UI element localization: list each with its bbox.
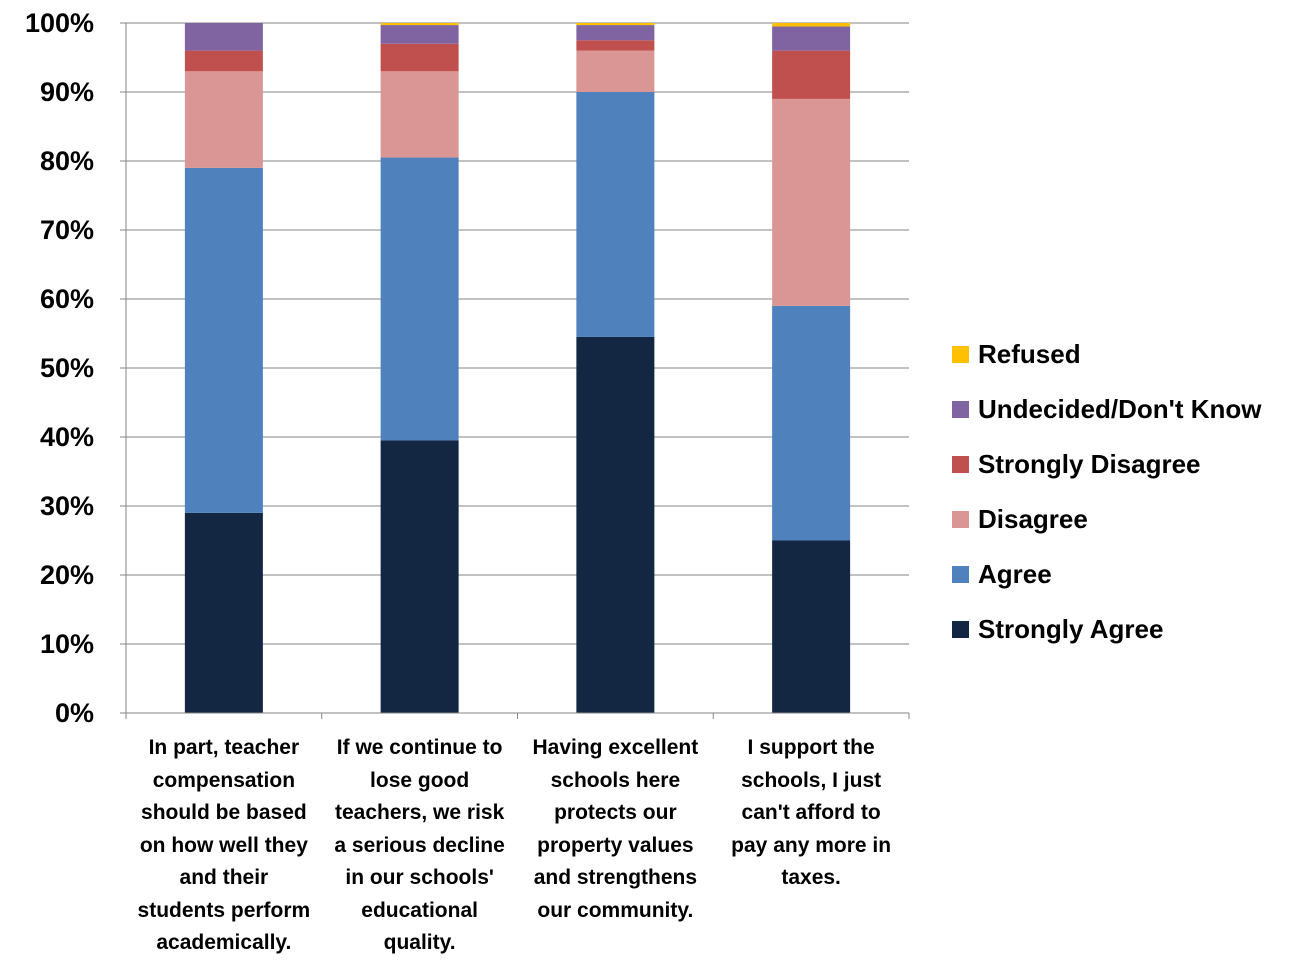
x-category-label-line: schools, I just [741, 768, 882, 792]
bar-segment [576, 25, 655, 41]
bar-segment [380, 440, 459, 713]
bar-segment [380, 71, 459, 158]
x-category-label-line: in our schools' [345, 866, 494, 889]
x-category-label-line: can't afford to [741, 801, 881, 824]
x-category-label-line: pay any more in [731, 833, 892, 857]
x-category-label-line: teachers, we risk [334, 801, 505, 824]
x-category-label-line: compensation [152, 768, 296, 792]
bar-segment [184, 50, 263, 72]
bar-segment [576, 40, 655, 51]
legend-swatch [952, 346, 969, 363]
x-category-label-line: students perform [137, 898, 311, 922]
legend-item: Strongly Agree [952, 602, 1262, 657]
legend-label: Strongly Agree [978, 614, 1164, 644]
legend-label: Disagree [978, 504, 1088, 534]
x-category-label-line: and their [179, 866, 269, 889]
bar-segment [380, 43, 459, 72]
y-tick-label: 80% [40, 146, 94, 176]
legend-label: Undecided/Don't Know [978, 394, 1262, 424]
legend-item: Agree [952, 547, 1262, 602]
bar-segment [380, 157, 459, 441]
y-tick-label: 60% [40, 284, 94, 314]
x-category-label-line: educational [361, 898, 478, 922]
x-category-label-line: a serious decline [334, 833, 505, 857]
x-category-label-line: our community. [537, 898, 694, 922]
x-category-label-line: protects our [554, 801, 677, 824]
bar-segment [380, 23, 459, 26]
bar-segment [772, 50, 851, 99]
x-category-label-line: academically. [156, 931, 292, 954]
legend-swatch [952, 566, 969, 583]
x-category-label-line: If we continue to [336, 736, 503, 759]
legend-item: Strongly Disagree [952, 437, 1262, 492]
x-category-label-line: schools here [550, 768, 681, 792]
y-tick-label: 30% [40, 491, 94, 521]
x-category-label-line: on how well they [139, 833, 308, 857]
x-category-label-line: should be based [141, 801, 307, 824]
bars [184, 23, 851, 713]
x-category-label-line: property values [537, 833, 694, 857]
legend-item: Undecided/Don't Know [952, 382, 1262, 437]
legend-label: Refused [978, 339, 1081, 369]
x-category-label-line: and strengthens [533, 866, 698, 889]
y-tick-label: 20% [40, 560, 94, 590]
axes [125, 23, 910, 719]
x-category-label-line: quality. [383, 931, 456, 954]
y-tick-label: 0% [55, 698, 94, 728]
bar-segment [772, 98, 851, 306]
y-tick-label: 10% [40, 629, 94, 659]
x-category-label: Having excellent schools here protects our… [517, 732, 713, 927]
bar-segment [184, 71, 263, 168]
bar-segment [576, 23, 655, 26]
legend-item: Disagree [952, 492, 1262, 547]
bar-segment [184, 23, 263, 51]
legend: Refused Undecided/Don't Know Strongly Disa… [952, 327, 1262, 657]
y-tick-label: 50% [40, 353, 94, 383]
x-category-label: If we continue to lose good teachers, we r… [322, 732, 518, 960]
y-tick-label: 40% [40, 422, 94, 452]
bar-segment [772, 23, 851, 27]
legend-swatch [952, 621, 969, 638]
legend-item: Refused [952, 327, 1262, 382]
x-category-label-line: lose good [370, 768, 470, 792]
y-tick-label: 90% [40, 77, 94, 107]
bar-segment [184, 167, 263, 513]
bar-segment [772, 540, 851, 713]
legend-swatch [952, 456, 969, 473]
x-category-label-line: In part, teacher [148, 736, 300, 759]
bar-segment [576, 50, 655, 92]
bar-segment [380, 25, 459, 44]
legend-swatch [952, 511, 969, 528]
bar-segment [772, 26, 851, 51]
bar-segment [576, 336, 655, 713]
bar-segment [576, 92, 655, 337]
x-category-label-line: taxes. [781, 866, 841, 889]
x-category-label-line: Having excellent [532, 736, 699, 759]
legend-label: Agree [978, 559, 1052, 589]
legend-label: Strongly Disagree [978, 449, 1201, 479]
x-category-label: I support the schools, I just can't afford… [713, 732, 909, 895]
y-tick-label: 70% [40, 215, 94, 245]
bar-segment [184, 512, 263, 713]
x-category-label: In part, teacher compensation should be ba… [126, 732, 322, 960]
legend-swatch [952, 401, 969, 418]
bar-segment [772, 305, 851, 541]
x-category-label-line: I support the [747, 736, 875, 759]
y-tick-label: 100% [25, 8, 94, 38]
y-axis-tick-labels: 0% 10% 20% 30% 40% 50% 60% 70% 80% 90% 100% [25, 8, 94, 728]
